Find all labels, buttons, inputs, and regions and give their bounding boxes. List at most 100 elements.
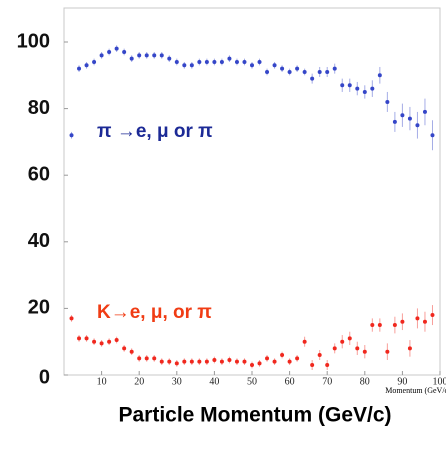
point <box>219 59 224 64</box>
point <box>377 73 382 78</box>
point <box>400 113 405 118</box>
point <box>377 323 382 328</box>
y-tick-label: 0 <box>39 366 50 388</box>
point <box>122 49 127 54</box>
point <box>347 83 352 88</box>
point <box>325 363 330 368</box>
point <box>137 356 142 361</box>
point <box>204 59 209 64</box>
point <box>310 76 315 81</box>
point <box>362 89 367 94</box>
point <box>287 359 292 364</box>
point <box>385 349 390 354</box>
x-tick-label: 100 <box>433 376 446 387</box>
point <box>332 66 337 71</box>
point <box>144 356 149 361</box>
point <box>340 339 345 344</box>
point <box>385 99 390 104</box>
point <box>69 133 74 138</box>
point <box>430 133 435 138</box>
point <box>107 49 112 54</box>
point <box>152 356 157 361</box>
x-tick-label: 60 <box>285 376 295 387</box>
point <box>114 338 119 343</box>
annotation: K→e, μ, or π <box>97 302 212 323</box>
point <box>234 359 239 364</box>
point <box>272 63 277 68</box>
y-tick-label: 40 <box>28 230 50 252</box>
point <box>84 336 89 341</box>
point <box>167 56 172 61</box>
point <box>280 353 285 358</box>
x-tick-label: 90 <box>397 376 407 387</box>
point <box>250 63 254 68</box>
x-tick-label: 80 <box>360 376 370 387</box>
point <box>84 63 89 68</box>
point <box>407 346 412 351</box>
point <box>340 83 345 88</box>
point <box>99 53 104 58</box>
point <box>302 69 307 74</box>
point <box>317 69 322 74</box>
point <box>422 319 427 324</box>
point <box>107 339 112 344</box>
point <box>122 346 127 351</box>
point <box>197 59 202 64</box>
point <box>325 69 330 74</box>
point <box>197 359 202 364</box>
point <box>422 109 427 114</box>
x-tick-label: 20 <box>134 376 144 387</box>
point <box>159 53 164 58</box>
point <box>362 349 367 354</box>
x-tick-label: 30 <box>172 376 182 387</box>
point <box>204 359 209 364</box>
x-tick-label: 10 <box>97 376 107 387</box>
point <box>129 349 134 354</box>
point <box>257 361 262 366</box>
point <box>212 59 217 64</box>
point <box>272 359 277 364</box>
annotation: π →e, μ or π <box>97 121 213 142</box>
point <box>392 323 397 328</box>
point <box>92 59 97 64</box>
point <box>370 323 375 328</box>
point <box>347 336 352 341</box>
point <box>265 69 270 74</box>
point <box>174 361 179 366</box>
caption: Particle Momentum (GeV/c) <box>118 404 391 427</box>
y-tick-label: 60 <box>28 163 50 185</box>
point <box>137 53 142 58</box>
point <box>295 66 300 71</box>
point <box>189 359 194 364</box>
point <box>152 53 157 58</box>
point <box>265 356 270 361</box>
point <box>310 363 315 368</box>
point <box>302 339 307 344</box>
point <box>219 359 224 364</box>
point <box>182 63 187 68</box>
point <box>392 119 397 124</box>
point <box>234 59 239 64</box>
point <box>99 341 104 346</box>
point <box>242 359 247 364</box>
point <box>355 86 360 91</box>
point <box>430 313 435 318</box>
x-tick-label: 50 <box>247 376 257 387</box>
point <box>370 86 375 91</box>
y-tick-label: 80 <box>28 97 50 119</box>
point <box>212 358 217 363</box>
point <box>129 56 134 61</box>
point <box>415 123 420 128</box>
point <box>227 358 232 363</box>
point <box>174 59 179 64</box>
point <box>415 316 420 321</box>
point <box>287 69 292 74</box>
point <box>77 66 82 71</box>
point <box>167 359 172 364</box>
y-tick-label: 20 <box>28 297 50 319</box>
y-tick-label: 100 <box>17 30 50 52</box>
point <box>69 316 74 321</box>
point <box>242 59 247 64</box>
point <box>159 359 164 364</box>
point <box>144 53 149 58</box>
